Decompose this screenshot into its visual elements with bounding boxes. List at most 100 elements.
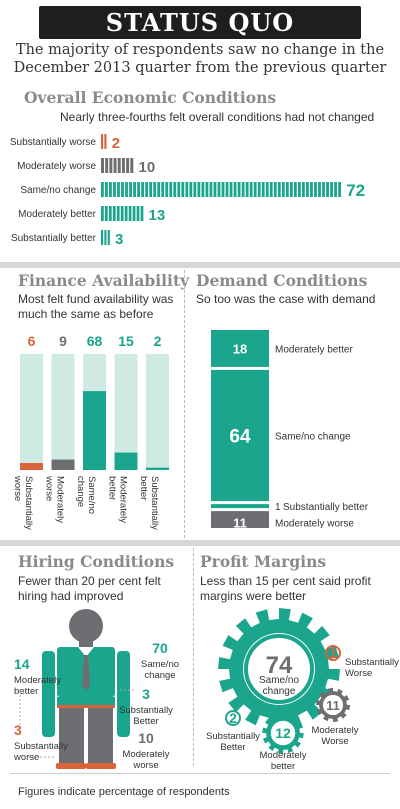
profit-value-substantially-worse: 1	[329, 645, 337, 661]
overall-bar-same-no-change	[101, 182, 341, 197]
overall-bar-stripe	[101, 134, 104, 149]
hiring-value-moderately-better: 14	[14, 656, 30, 672]
overall-bar-stripe	[126, 158, 130, 173]
profit-value-moderately-better: 12	[275, 725, 291, 741]
overall-value-moderately-worse: 10	[139, 159, 156, 176]
overall-bar-stripe	[330, 182, 333, 197]
profit-label-substantially-worse: Substantially Worse	[345, 657, 399, 679]
overall-bar-stripe	[302, 182, 305, 197]
overall-bar-stripe	[197, 182, 201, 197]
overall-bar-stripe	[225, 182, 229, 197]
title-banner	[39, 6, 361, 39]
hiring-chart: 70 Same/no change 14 Moderately better 3 Substa…	[13, 609, 179, 771]
overall-bar-stripe	[322, 182, 325, 197]
overall-value-substantially-better: 3	[115, 231, 123, 248]
profit-gear-same-no-change-hub	[243, 633, 315, 705]
overall-bar-stripe	[249, 182, 253, 197]
overall-bar-stripe	[157, 182, 161, 197]
profit-gear-moderately-better-hub	[270, 720, 296, 746]
demand-label-same-no-change: Same/no change	[275, 432, 351, 443]
profit-label-moderately-worse: Moderately Worse	[312, 725, 359, 747]
finance-value-same-no-change: 68	[87, 333, 103, 349]
overall-bar-stripe	[285, 182, 289, 197]
profit-value-same-no-change: 74	[266, 652, 293, 679]
overall-bar-stripe	[229, 182, 233, 197]
finance-track-moderately-better	[114, 354, 138, 470]
overall-bar-stripe	[289, 182, 293, 197]
overall-bar-stripe	[117, 158, 121, 173]
finance-bar-moderately-worse	[51, 459, 75, 470]
profit-title: Profit Margins	[200, 552, 327, 571]
overall-bar-stripe	[253, 182, 257, 197]
hiring-label-same-no-change: Same/no change	[141, 659, 179, 681]
overall-bar-stripe	[201, 182, 205, 197]
overall-bar-stripe	[105, 158, 109, 173]
profit-gear-substantially-better	[225, 710, 241, 726]
hiring-value-substantially-better: 3	[142, 686, 150, 702]
overall-bar-stripe	[130, 158, 134, 173]
demand-label-moderately-better: Moderately better	[275, 344, 353, 355]
finance-label-moderately-worse: Moderatelyworse	[44, 475, 66, 523]
profit-note-1: Less than 15 per cent said profit	[200, 574, 371, 588]
divider-middle-top	[184, 270, 185, 538]
finance-track-substantially-worse	[20, 354, 43, 470]
overall-bar-stripe	[241, 182, 245, 197]
finance-value-moderately-worse: 9	[59, 333, 67, 349]
overall-bar-stripe	[281, 182, 285, 197]
overall-bar-stripe	[101, 182, 104, 197]
finance-title: Finance Availability	[18, 271, 190, 290]
finance-chart: 6 Substantiallyworse 9 Moderatelyworse 68 Sam…	[14, 333, 169, 530]
overall-bar-stripe	[293, 182, 297, 197]
hiring-label-moderately-better: Moderately better	[14, 675, 61, 697]
finance-bar-substantially-worse	[20, 463, 43, 470]
overall-bar-stripe	[124, 206, 128, 221]
overall-bar-stripe	[189, 182, 193, 197]
overall-bar-stripe	[136, 206, 140, 221]
person-leg-right	[88, 708, 113, 765]
overall-bar-stripe	[338, 182, 341, 197]
overall-value-same-no-change: 72	[346, 181, 365, 200]
overall-bar-stripe	[137, 182, 140, 197]
overall-bar-stripe	[104, 134, 107, 149]
overall-bar-stripe	[108, 206, 112, 221]
overall-bar-stripe	[181, 182, 185, 197]
finance-track-moderately-worse	[51, 354, 75, 470]
overall-bar-stripe	[221, 182, 225, 197]
hiring-note-2: hiring had improved	[18, 589, 124, 603]
overall-bar-stripe	[297, 182, 301, 197]
finance-label-moderately-better: Moderatelybetter	[107, 476, 129, 523]
profit-gear-substantially-worse	[325, 645, 341, 661]
subtitle-line-2: December 2013 quarter from the previous …	[13, 60, 387, 76]
hiring-title: Hiring Conditions	[18, 552, 175, 571]
demand-chart: 18 Moderately better 64 Same/no change 1 Subs…	[211, 330, 369, 528]
overall-note: Nearly three-fourths felt overall condit…	[60, 110, 375, 124]
finance-label-substantially-better: Substantiallybetter	[138, 476, 160, 530]
overall-bar-moderately-worse	[101, 158, 134, 173]
finance-note-1: Most felt fund availability was	[18, 292, 174, 306]
overall-bar-stripe	[117, 182, 120, 197]
overall-bar-stripe	[120, 206, 124, 221]
demand-label-substantially-better: Substantially better	[283, 502, 369, 513]
overall-bar-stripe	[112, 206, 116, 221]
overall-bar-stripe	[101, 230, 104, 245]
overall-bar-stripe	[109, 158, 113, 173]
overall-bar-stripe	[128, 206, 132, 221]
demand-value-moderately-worse: 11	[233, 515, 247, 528]
overall-bar-stripe	[269, 182, 273, 197]
person-belt-line	[57, 705, 115, 708]
person-tie	[82, 655, 90, 691]
person-collar	[78, 647, 94, 657]
overall-bar-stripe	[153, 182, 157, 197]
person-leg-left	[59, 708, 84, 765]
profit-note-2: margins were better	[200, 589, 307, 603]
overall-bar-stripe	[107, 230, 110, 245]
overall-bar-stripe	[145, 182, 149, 197]
person-lower-torso	[57, 697, 115, 705]
overall-bar-stripe	[209, 182, 213, 197]
overall-title: Overall Economic Conditions	[24, 88, 277, 107]
finance-note-2: much the same as before	[18, 307, 154, 321]
overall-label-substantially-better: Substantially better	[11, 233, 97, 244]
overall-bar-stripe	[318, 182, 321, 197]
overall-bar-stripe	[121, 158, 125, 173]
divider-middle-bottom	[193, 548, 194, 766]
